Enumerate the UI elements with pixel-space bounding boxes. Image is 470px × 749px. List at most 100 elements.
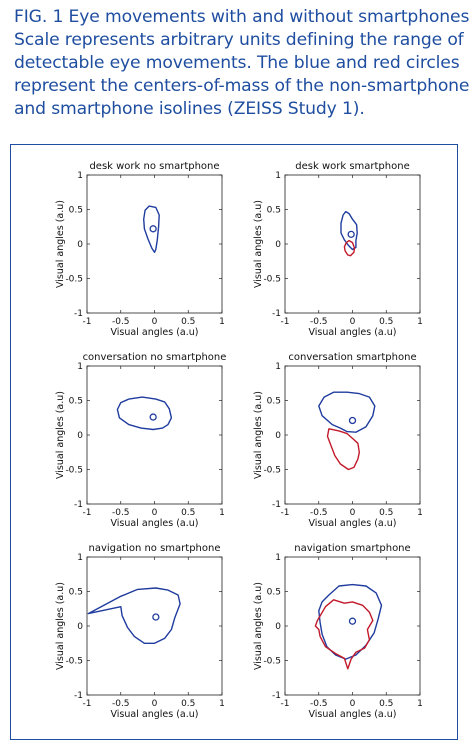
isoline-blue bbox=[318, 583, 383, 660]
center-of-mass-blue bbox=[347, 230, 355, 238]
x-tick-label: 1 bbox=[219, 317, 225, 327]
y-tick-label: 0.5 bbox=[69, 588, 83, 598]
y-tick-label: 1 bbox=[275, 362, 281, 372]
x-axis-label: Visual angles (a.u) bbox=[309, 327, 397, 338]
y-tick-label: 0.5 bbox=[267, 397, 281, 407]
y-tick-label: 0 bbox=[275, 622, 281, 632]
x-tick-label: -1 bbox=[281, 699, 290, 709]
y-tick-label: 0 bbox=[275, 240, 281, 250]
x-tick-label: -0.5 bbox=[310, 317, 328, 327]
y-axis-label: Visual angles (a.u) bbox=[253, 582, 264, 670]
isoline-red bbox=[314, 599, 374, 670]
panel-title: desk work no smartphone bbox=[89, 161, 219, 172]
y-tick-label: 0.5 bbox=[267, 206, 281, 216]
x-tick-label: -0.5 bbox=[112, 699, 130, 709]
x-tick-label: 1 bbox=[417, 508, 423, 518]
x-tick-label: 1 bbox=[219, 699, 225, 709]
caption-line: represent the centers-of-mass of the non… bbox=[14, 76, 470, 96]
caption-line: detectable eye movements. The blue and r… bbox=[14, 53, 460, 73]
x-axis-label: Visual angles (a.u) bbox=[309, 518, 397, 529]
x-tick-label: -1 bbox=[281, 508, 290, 518]
x-tick-label: 0.5 bbox=[181, 699, 195, 709]
x-tick-label: -1 bbox=[83, 699, 92, 709]
isoline-red bbox=[343, 239, 356, 257]
panel-title: desk work smartphone bbox=[295, 161, 409, 172]
y-tick-label: 0.5 bbox=[69, 397, 83, 407]
y-tick-label: 0 bbox=[77, 622, 83, 632]
x-tick-label: 0 bbox=[350, 699, 356, 709]
y-tick-label: -0.5 bbox=[263, 657, 281, 667]
y-tick-label: 1 bbox=[77, 553, 83, 563]
center-of-mass-blue bbox=[348, 617, 357, 625]
x-tick-label: -1 bbox=[83, 317, 92, 327]
center-of-mass-blue bbox=[152, 613, 160, 621]
y-tick-label: -1 bbox=[74, 691, 83, 701]
y-tick-label: 0.5 bbox=[267, 588, 281, 598]
isoline-blue bbox=[87, 587, 181, 644]
x-tick-label: 0.5 bbox=[379, 699, 393, 709]
caption-line: and smartphone isolines (ZEISS Study 1). bbox=[14, 99, 365, 119]
x-tick-label: 0 bbox=[350, 317, 356, 327]
y-tick-label: -0.5 bbox=[65, 275, 83, 285]
y-axis-label: Visual angles (a.u) bbox=[55, 582, 66, 670]
y-tick-label: -0.5 bbox=[263, 275, 281, 285]
panel-title: navigation smartphone bbox=[294, 543, 410, 554]
y-tick-label: 1 bbox=[275, 171, 281, 181]
x-tick-label: 0.5 bbox=[379, 317, 393, 327]
y-tick-label: -0.5 bbox=[65, 657, 83, 667]
y-tick-label: 0 bbox=[77, 431, 83, 441]
x-tick-label: 0 bbox=[152, 699, 158, 709]
y-tick-label: 0 bbox=[275, 431, 281, 441]
isoline-blue bbox=[142, 205, 160, 254]
x-axis-label: Visual angles (a.u) bbox=[111, 327, 199, 338]
center-of-mass-blue bbox=[149, 413, 157, 421]
y-tick-label: 1 bbox=[77, 362, 83, 372]
axes-box bbox=[284, 556, 421, 696]
y-tick-label: -1 bbox=[272, 691, 281, 701]
x-tick-label: 0.5 bbox=[379, 508, 393, 518]
y-tick-label: -0.5 bbox=[65, 466, 83, 476]
center-of-mass-blue bbox=[348, 416, 357, 425]
x-tick-label: 1 bbox=[219, 508, 225, 518]
x-axis-label: Visual angles (a.u) bbox=[111, 518, 199, 529]
axes-box bbox=[284, 365, 421, 505]
y-tick-label: -0.5 bbox=[263, 466, 281, 476]
y-tick-label: -1 bbox=[74, 500, 83, 510]
y-axis-label: Visual angles (a.u) bbox=[55, 200, 66, 288]
x-tick-label: -1 bbox=[281, 317, 290, 327]
panel-title: conversation smartphone bbox=[288, 352, 416, 363]
x-tick-label: 0.5 bbox=[181, 317, 195, 327]
x-tick-label: 1 bbox=[417, 317, 423, 327]
y-tick-label: 1 bbox=[77, 171, 83, 181]
y-axis-label: Visual angles (a.u) bbox=[253, 391, 264, 479]
x-tick-label: 0.5 bbox=[181, 508, 195, 518]
isoline-blue bbox=[116, 396, 173, 431]
y-tick-label: 0 bbox=[77, 240, 83, 250]
figure-frame bbox=[10, 144, 458, 740]
center-of-mass-blue bbox=[149, 225, 157, 233]
x-tick-label: -0.5 bbox=[310, 508, 328, 518]
figure-caption: FIG. 1 Eye movements with and without sm… bbox=[14, 6, 470, 121]
isoline-red bbox=[326, 428, 360, 471]
y-tick-label: 0.5 bbox=[69, 206, 83, 216]
x-axis-label: Visual angles (a.u) bbox=[111, 709, 199, 720]
x-tick-label: 1 bbox=[417, 699, 423, 709]
x-tick-label: -0.5 bbox=[310, 699, 328, 709]
panel-title: navigation no smartphone bbox=[88, 543, 220, 554]
y-tick-label: -1 bbox=[74, 309, 83, 319]
y-axis-label: Visual angles (a.u) bbox=[253, 200, 264, 288]
axes-box bbox=[86, 365, 223, 505]
x-tick-label: 0 bbox=[152, 317, 158, 327]
isoline-blue bbox=[318, 391, 376, 433]
y-tick-label: -1 bbox=[272, 309, 281, 319]
x-tick-label: 0 bbox=[350, 508, 356, 518]
axes-box bbox=[86, 556, 223, 696]
panel-title: conversation no smartphone bbox=[83, 352, 227, 363]
x-tick-label: -0.5 bbox=[112, 508, 130, 518]
